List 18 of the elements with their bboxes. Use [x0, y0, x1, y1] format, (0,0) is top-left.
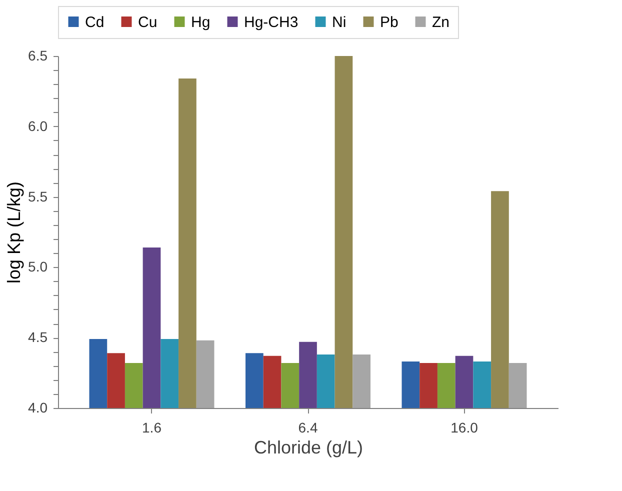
legend-label: Hg: [191, 14, 210, 31]
y-tick-label: 4.5: [28, 329, 48, 346]
y-axis-title: log Kp (L/kg): [4, 181, 24, 284]
legend-label: Cu: [138, 14, 158, 31]
y-tick-label: 6.5: [28, 48, 48, 64]
legend-label: Pb: [380, 14, 398, 31]
x-tick-label: 16.0: [450, 420, 478, 436]
legend-label: Cd: [85, 14, 104, 31]
legend-label: Hg-CH3: [244, 14, 298, 31]
y-tick-label: 5.0: [28, 258, 48, 275]
y-tick-label: 6.0: [28, 118, 48, 134]
legend-label: Ni: [332, 14, 346, 31]
x-tick-label: 1.6: [142, 420, 162, 436]
y-tick-label: 4.0: [28, 400, 48, 416]
x-axis-title: Chloride (g/L): [254, 438, 364, 458]
x-tick-label: 6.4: [298, 420, 318, 436]
legend-label: Zn: [432, 14, 450, 31]
y-tick-label: 5.5: [28, 188, 48, 204]
